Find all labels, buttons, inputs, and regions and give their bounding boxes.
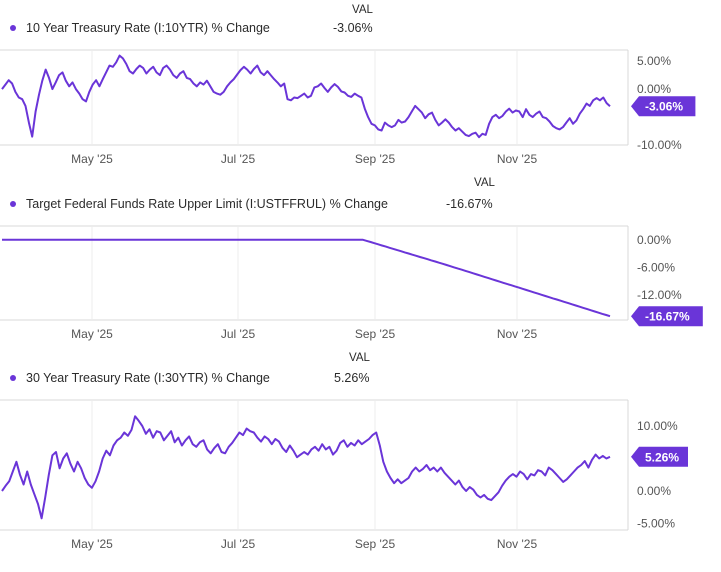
chart1-xtick-label: May '25 — [71, 152, 113, 166]
chart2-ytick-label: -6.00% — [637, 260, 675, 274]
chart1-series-line — [1, 54, 611, 139]
chart3-xtick-label: Nov '25 — [497, 537, 538, 551]
chart2-val-value: -16.67% — [446, 197, 493, 211]
chart1-last-value-label: -3.06% — [645, 100, 683, 114]
chart1-val-value: -3.06% — [333, 21, 373, 35]
chart1-ytick-label: 5.00% — [637, 54, 671, 68]
chart3-legend[interactable]: 30 Year Treasury Rate (I:30YTR) % Change — [10, 371, 270, 385]
chart2-xtick-label: Sep '25 — [355, 327, 396, 341]
chart1-xtick-label: Jul '25 — [221, 152, 256, 166]
chart2-val-header: VAL — [474, 177, 495, 189]
chart1-series-name: 10 Year Treasury Rate (I:10YTR) % Change — [26, 21, 270, 35]
chart3-xtick-label: May '25 — [71, 537, 113, 551]
chart3-xtick-label: Jul '25 — [221, 537, 256, 551]
chart2-legend[interactable]: Target Federal Funds Rate Upper Limit (I… — [10, 197, 388, 211]
chart3-ytick-label: -5.00% — [637, 517, 675, 531]
chart3-last-value-flag — [631, 446, 688, 467]
chart1-ytick-label: -10.00% — [637, 138, 682, 152]
chart3-last-value-label: 5.26% — [645, 450, 679, 464]
chart1-ytick-label: 0.00% — [637, 82, 671, 96]
series-dot-icon — [10, 24, 16, 31]
chart2-xtick-label: May '25 — [71, 327, 113, 341]
chart3-val-value: 5.26% — [334, 371, 370, 385]
chart2-ytick-label: -12.00% — [637, 288, 682, 302]
chart3-xtick-label: Sep '25 — [355, 537, 396, 551]
chart2-series-name: Target Federal Funds Rate Upper Limit (I… — [26, 197, 388, 211]
chart3-val-header: VAL — [349, 352, 370, 364]
chart2-last-value-label: -16.67% — [645, 310, 690, 324]
chart3-ytick-label: 10.00% — [637, 419, 678, 433]
series-dot-icon — [10, 374, 16, 381]
series-dot-icon — [10, 200, 16, 207]
chart1-xtick-label: Sep '25 — [355, 152, 396, 166]
chart3-series-line — [1, 415, 611, 520]
chart3-series-name: 30 Year Treasury Rate (I:30YTR) % Change — [26, 371, 270, 385]
chart2-ytick-label: 0.00% — [637, 233, 671, 247]
chart2-series-line — [2, 238, 611, 318]
chart2-last-value-flag — [631, 306, 703, 327]
chart1-xtick-label: Nov '25 — [497, 152, 538, 166]
chart1-val-header: VAL — [352, 4, 373, 16]
chart1-legend[interactable]: 10 Year Treasury Rate (I:10YTR) % Change — [10, 21, 270, 35]
chart1-last-value-flag — [631, 96, 696, 117]
chart2-xtick-label: Nov '25 — [497, 327, 538, 341]
chart3-ytick-label: 0.00% — [637, 484, 671, 498]
chart2-xtick-label: Jul '25 — [221, 327, 256, 341]
